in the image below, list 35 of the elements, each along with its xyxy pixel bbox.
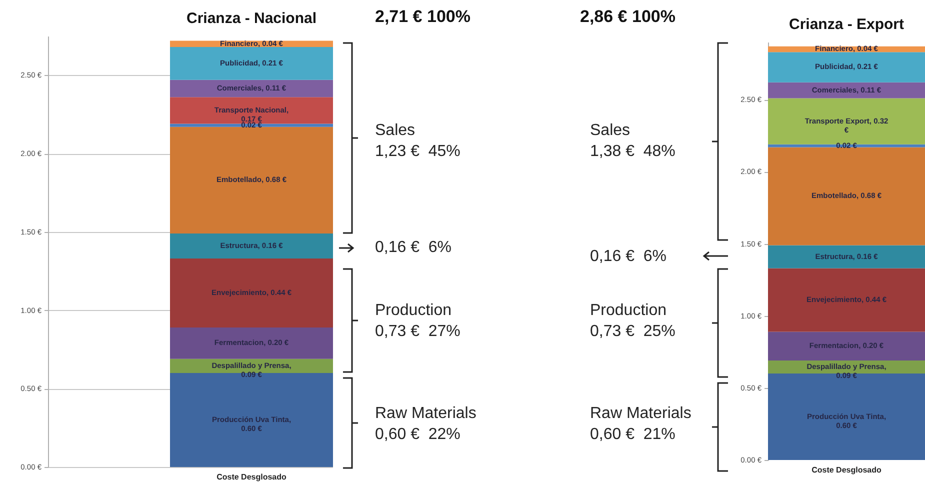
text: 0,60 € 22%: [375, 426, 460, 444]
bar: [170, 258, 333, 328]
bar: [768, 147, 925, 246]
chart-title: Crianza - Export: [788, 16, 904, 33]
bar: [768, 374, 925, 460]
bar: [768, 332, 925, 361]
bar: [170, 233, 333, 259]
text: 0,16 € 6%: [590, 248, 666, 266]
bar: [768, 52, 925, 82]
text: 1,23 € 45%: [375, 143, 460, 161]
bar: [170, 46, 333, 80]
text: 0,60 € 21%: [590, 426, 676, 444]
text: 0,73 € 27%: [375, 323, 460, 341]
text: Production: [590, 302, 666, 320]
text: 0,73 € 25%: [590, 323, 676, 341]
text: Production: [375, 302, 452, 320]
bar: [768, 245, 925, 268]
text: 2,71 € 100%: [375, 7, 470, 26]
text: Raw Materials: [590, 405, 692, 423]
bar: [170, 372, 333, 467]
bar: [170, 126, 333, 234]
text: 1,38 € 48%: [590, 143, 676, 161]
text: Sales: [590, 122, 630, 140]
text: 2,86 € 100%: [580, 7, 676, 26]
bar: [170, 97, 333, 124]
x-tick-label: Coste Desglosado: [812, 466, 882, 474]
text: Raw Materials: [375, 405, 476, 423]
bar: [768, 268, 925, 332]
chart-title: Crianza - Nacional: [186, 10, 317, 27]
text: 0,16 € 6%: [375, 239, 452, 257]
bar: [170, 80, 333, 98]
x-tick-label: Coste Desglosado: [216, 472, 287, 482]
bar: [768, 98, 925, 144]
bar: [170, 328, 333, 359]
text: Sales: [375, 122, 416, 140]
